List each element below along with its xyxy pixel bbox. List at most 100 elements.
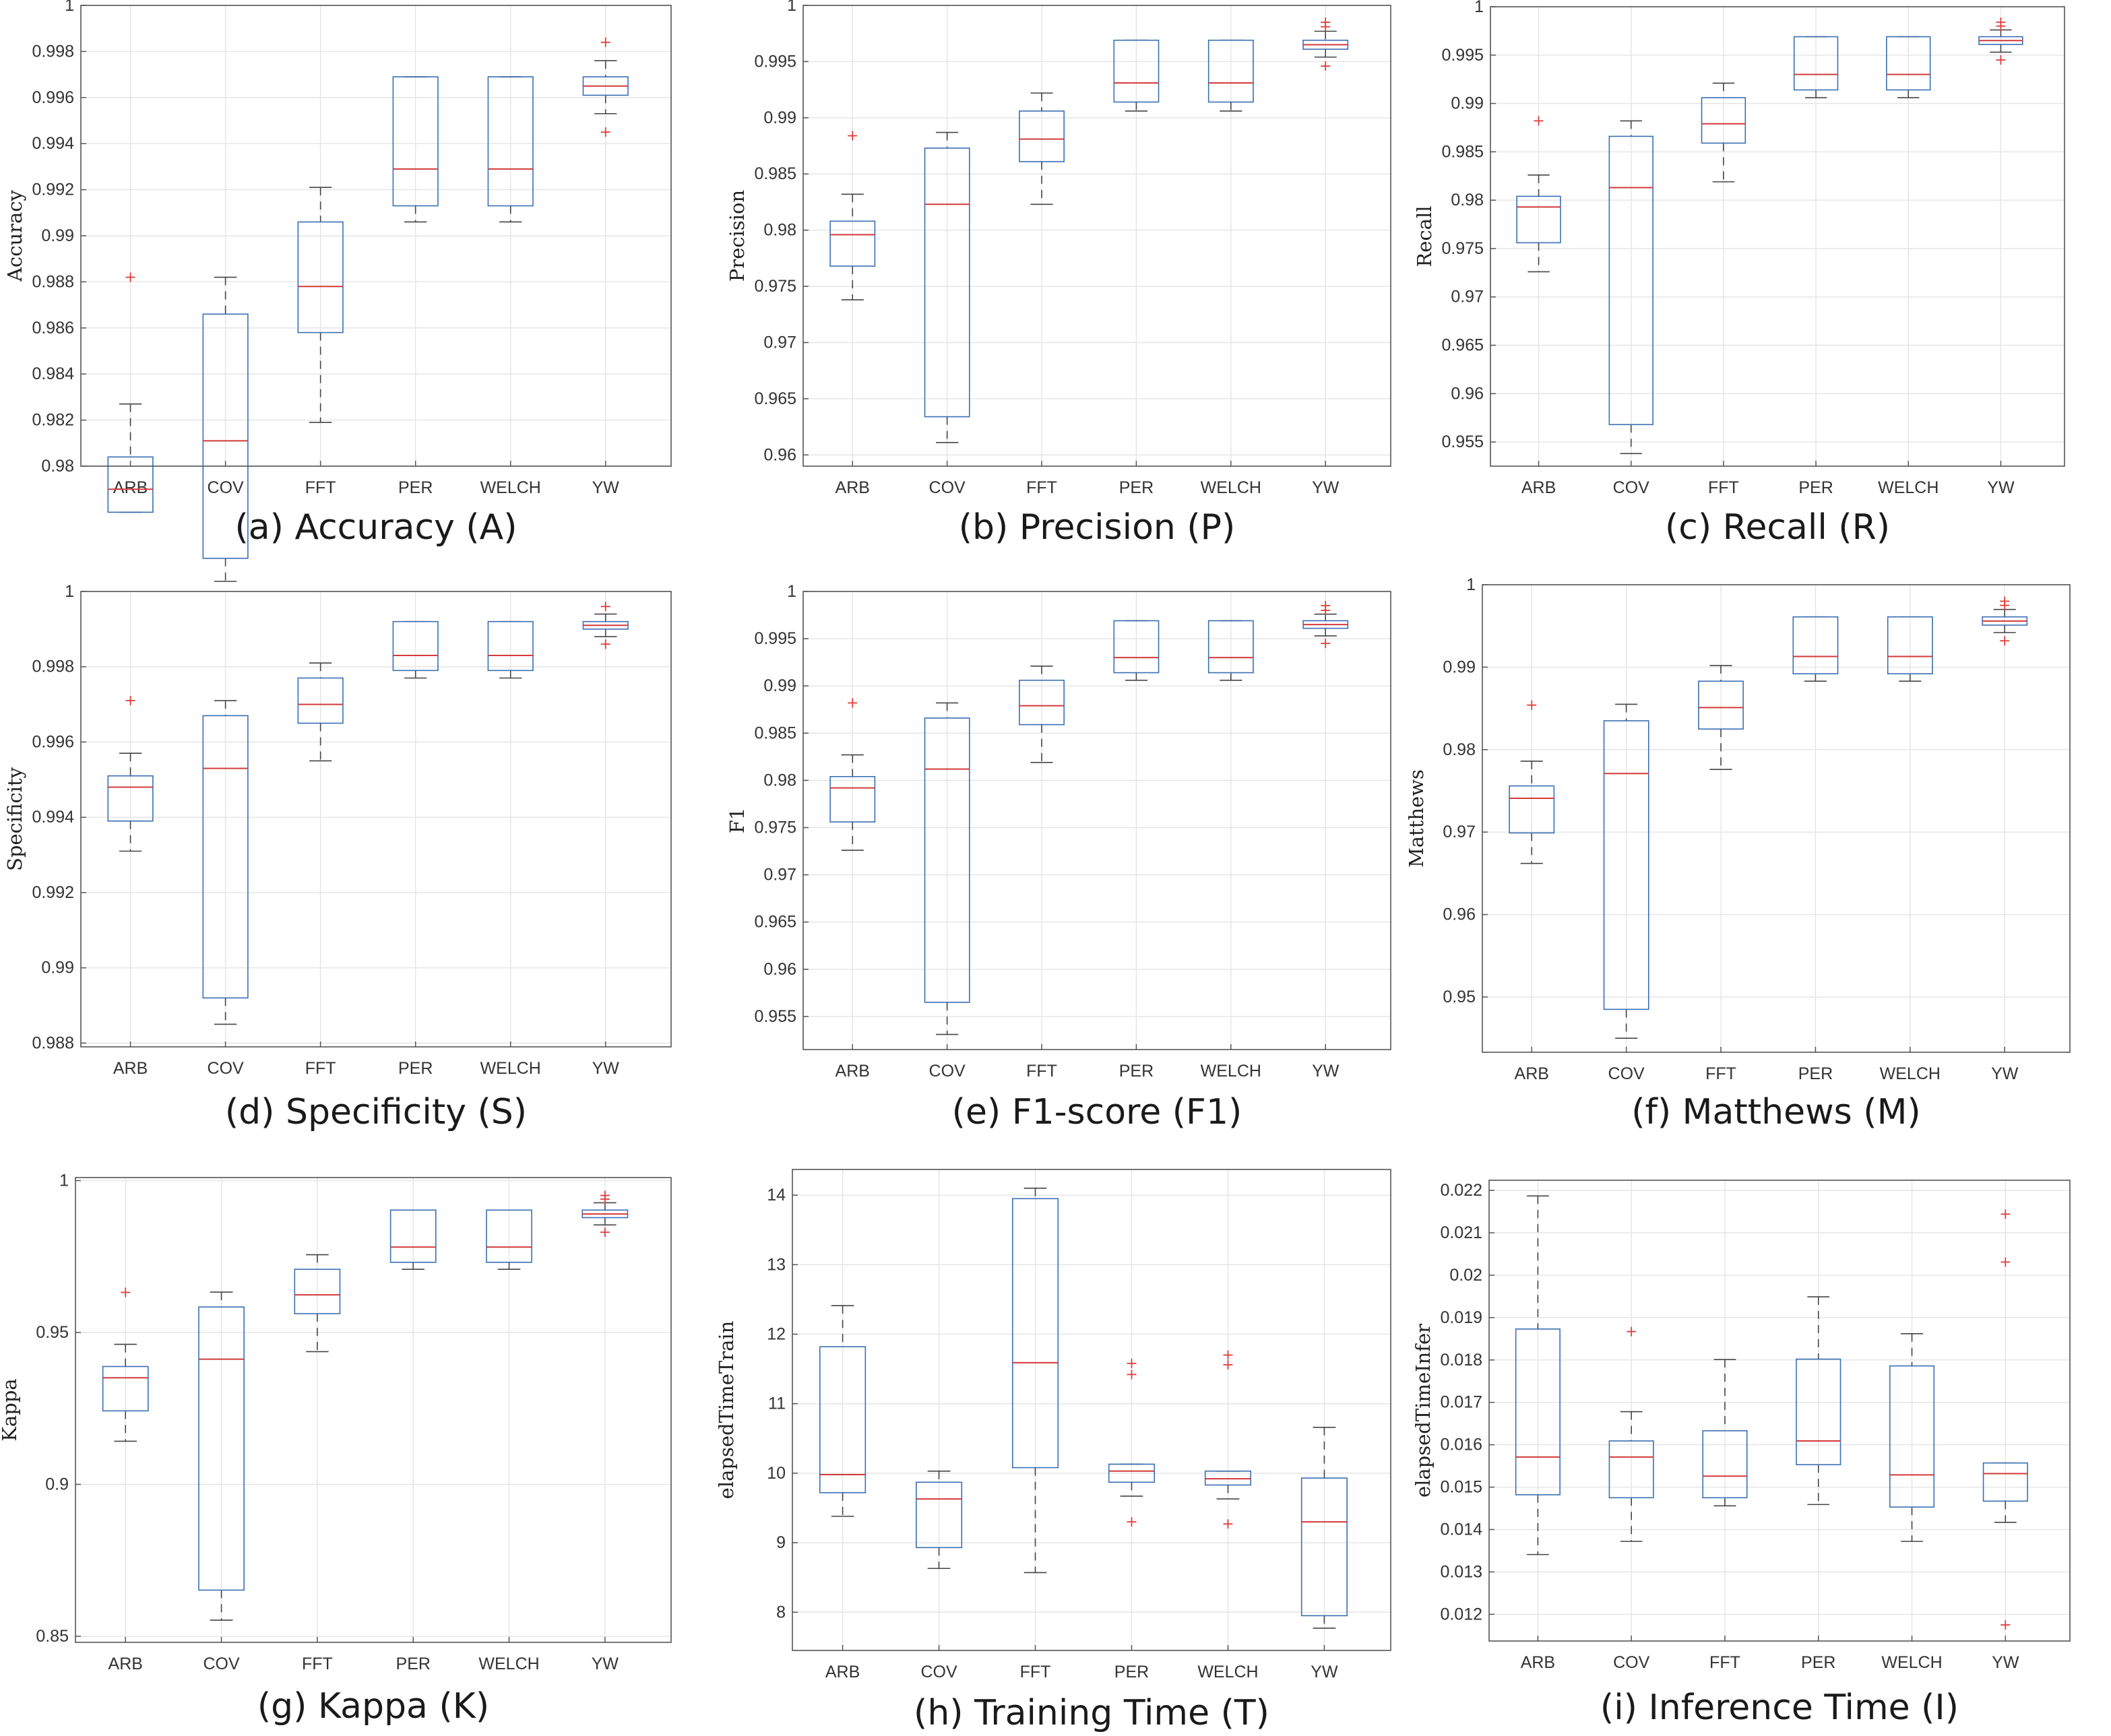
y-tick-label: 0.986	[32, 319, 74, 337]
chart-panel-1: 0.98 0.982 0.984 0.986 0.988 0.99 0.992 0.994 0.…	[3, 0, 672, 582]
x-tick-label: FFT	[1020, 1663, 1051, 1681]
chart-caption: (i) Inference Time (I)	[1600, 1687, 1959, 1728]
box-fft	[297, 187, 344, 423]
iqr-box	[1515, 1328, 1561, 1496]
y-tick-label: 1	[65, 0, 74, 15]
iqr-box	[1603, 720, 1649, 1010]
y-tick-label: 0.975	[754, 277, 796, 296]
y-tick-label: 0.99	[763, 676, 796, 695]
outlier-marker	[848, 131, 858, 141]
y-tick-label: 1	[1474, 0, 1484, 16]
x-tick-label: WELCH	[1881, 1653, 1942, 1672]
box-yw	[582, 37, 629, 137]
x-tick-label: COV	[1613, 1653, 1650, 1672]
y-tick-label: 0.965	[1441, 336, 1484, 355]
y-tick-label: 0.85	[36, 1627, 69, 1646]
plot-background	[1482, 585, 2070, 1052]
box-welch	[487, 620, 534, 679]
outlier-marker	[2000, 600, 2010, 610]
chart-caption: (f) Matthews (M)	[1631, 1092, 1920, 1132]
x-tick-label: FFT	[1026, 478, 1057, 497]
chart-panel-4: 0.988 0.99 0.992 0.994 0.996 0.998 1 ARB COV FFT P…	[3, 582, 672, 1132]
y-tick-label: 0.995	[754, 52, 796, 71]
box-arb	[102, 1287, 149, 1442]
iqr-box	[1516, 195, 1561, 244]
box-arb	[819, 1305, 867, 1517]
box-yw	[582, 602, 629, 649]
chart-caption: (c) Recall (R)	[1665, 507, 1890, 548]
outlier-marker	[2000, 1257, 2011, 1267]
plot-background	[81, 591, 671, 1047]
iqr-box	[1796, 1358, 1841, 1466]
iqr-box	[1886, 36, 1931, 91]
box-cov	[924, 131, 970, 443]
iqr-box	[1113, 620, 1160, 674]
y-tick-label: 0.965	[754, 913, 796, 932]
iqr-box	[1982, 1462, 2028, 1502]
y-tick-label: 0.97	[763, 866, 796, 885]
y-tick-label: 14	[767, 1186, 786, 1204]
axes-frame	[80, 591, 672, 1048]
iqr-box	[198, 1306, 245, 1591]
y-axis-label: elapsedTimeInfer	[1412, 1324, 1435, 1498]
box-fft	[294, 1254, 341, 1353]
iqr-box	[916, 1481, 963, 1549]
y-tick-label: 0.988	[32, 1033, 74, 1052]
plot-background	[803, 5, 1391, 466]
x-tick-label: WELCH	[480, 1059, 541, 1078]
outlier-marker	[848, 698, 858, 708]
outlier-marker	[600, 1227, 610, 1237]
x-tick-label: WELCH	[1197, 1663, 1258, 1681]
y-tick-label: 12	[767, 1325, 786, 1344]
box-fft	[1019, 92, 1065, 205]
y-tick-label: 0.016	[1440, 1436, 1482, 1454]
y-tick-label: 0.988	[32, 272, 74, 291]
x-tick-label: PER	[1798, 1064, 1833, 1083]
iqr-box	[829, 776, 876, 823]
y-tick-label: 10	[767, 1464, 786, 1483]
chart-panel-5: 0.955 0.96 0.965 0.97 0.975 0.98 0.985 0.99 0.99…	[726, 582, 1391, 1132]
outlier-marker	[125, 272, 135, 282]
y-tick-label: 0.96	[1451, 384, 1484, 403]
outlier-marker	[1321, 606, 1331, 616]
box-arb	[107, 272, 154, 513]
y-tick-label: 0.014	[1440, 1520, 1482, 1539]
chart-panel-2: 0.96 0.965 0.97 0.975 0.98 0.985 0.99 0.995 1 ARB…	[726, 0, 1391, 548]
chart-panel-3: 0.955 0.96 0.965 0.97 0.975 0.98 0.985 0.99 0.99…	[1413, 0, 2065, 548]
y-tick-label: 0.99	[1443, 657, 1476, 676]
iqr-box	[1207, 620, 1254, 674]
box-welch	[1204, 1350, 1252, 1529]
iqr-box	[392, 76, 439, 207]
x-tick-label: YW	[1311, 1663, 1338, 1681]
x-tick-label: WELCH	[1880, 1064, 1941, 1083]
x-tick-label: WELCH	[1878, 478, 1939, 497]
y-tick-label: 0.985	[1441, 142, 1484, 161]
x-tick-label: PER	[1119, 1062, 1154, 1081]
x-tick-label: ARB	[113, 1059, 148, 1078]
y-tick-label: 0.96	[763, 445, 796, 464]
box-yw	[1982, 1209, 2028, 1630]
plot-background	[803, 591, 1391, 1050]
x-tick-label: PER	[1119, 478, 1154, 497]
box-fft	[1698, 665, 1744, 770]
x-tick-label: COV	[208, 1059, 245, 1078]
box-per	[1796, 1296, 1841, 1506]
box-per	[1108, 1358, 1156, 1527]
iqr-box	[1300, 1477, 1348, 1617]
y-tick-label: 0.998	[32, 657, 74, 676]
y-tick-label: 8	[776, 1603, 786, 1621]
y-tick-label: 0.995	[754, 629, 796, 648]
outlier-marker	[121, 1287, 131, 1297]
outlier-marker	[1996, 21, 2006, 31]
iqr-box	[1889, 1365, 1935, 1508]
outlier-marker	[600, 37, 610, 47]
box-welch	[1886, 36, 1931, 98]
x-tick-label: COV	[208, 478, 245, 497]
x-tick-label: YW	[592, 478, 620, 497]
y-axis-label: Recall	[1413, 205, 1436, 267]
iqr-box	[202, 715, 249, 999]
iqr-box	[392, 620, 439, 672]
y-tick-label: 0.018	[1440, 1351, 1482, 1370]
iqr-box	[1509, 785, 1555, 834]
